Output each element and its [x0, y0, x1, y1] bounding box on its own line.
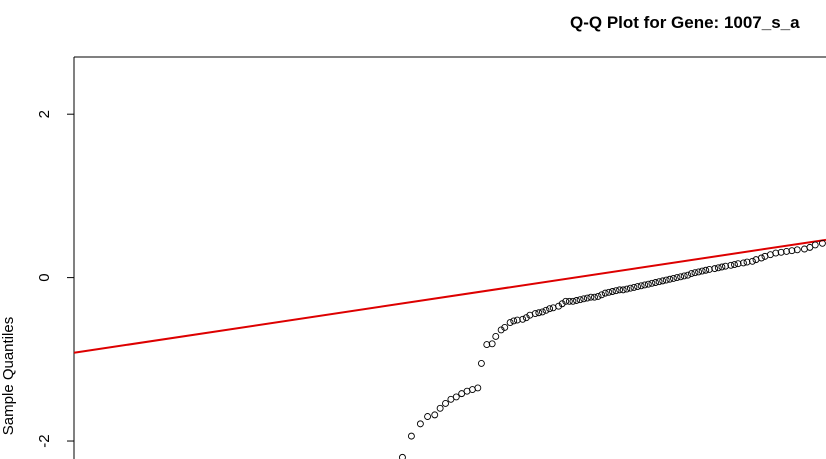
sample-point: [783, 248, 790, 255]
sample-point: [531, 310, 539, 318]
sample-point: [788, 247, 796, 255]
sample-point: [488, 340, 496, 348]
sample-point: [691, 269, 699, 277]
sample-point: [637, 282, 645, 290]
sample-point: [542, 306, 550, 314]
sample-point: [558, 300, 566, 308]
sample-point: [634, 283, 642, 291]
sample-point: [811, 241, 819, 249]
sample-point: [687, 270, 695, 277]
y-tick-label: -2: [36, 434, 53, 447]
sample-point: [616, 286, 624, 294]
sample-point: [652, 279, 659, 286]
sample-point: [580, 295, 588, 303]
sample-point: [641, 281, 649, 289]
sample-point: [748, 257, 756, 265]
sample-point: [793, 246, 801, 254]
sample-point: [680, 272, 688, 280]
sample-point: [722, 262, 729, 270]
plot-frame: [73, 56, 826, 459]
sample-point: [684, 271, 692, 279]
sample-point: [666, 275, 674, 283]
sample-point: [731, 261, 738, 268]
sample-point: [757, 254, 765, 262]
sample-point: [669, 274, 677, 282]
sample-point: [777, 248, 785, 256]
sample-point: [772, 249, 780, 257]
sample-point: [535, 309, 543, 317]
sample-point: [662, 276, 670, 284]
qq-reference-line: [73, 238, 826, 354]
sample-point: [619, 286, 627, 294]
sample-point: [608, 288, 616, 295]
sample-point: [623, 285, 631, 293]
sample-point: [743, 258, 751, 266]
sample-point: [562, 297, 570, 305]
sample-point: [695, 268, 703, 276]
sample-point: [594, 292, 602, 300]
sample-point: [506, 319, 514, 326]
sample-point: [711, 265, 719, 273]
sample-point: [705, 265, 713, 273]
sample-point: [630, 283, 638, 291]
sample-point: [587, 293, 595, 301]
chart-title: Q-Q Plot for Gene: 1007_s_a: [570, 13, 800, 32]
sample-point: [513, 316, 521, 324]
sample-point: [583, 294, 591, 302]
sample-point: [698, 267, 706, 275]
sample-point: [497, 326, 505, 334]
sample-point: [416, 420, 424, 428]
sample-point: [407, 432, 415, 440]
sample-point: [702, 266, 710, 274]
sample-point: [673, 274, 681, 282]
sample-point: [436, 404, 444, 412]
sample-point: [655, 278, 663, 286]
sample-point: [576, 296, 584, 304]
sample-point: [718, 263, 726, 271]
sample-point: [565, 297, 573, 305]
sample-point: [492, 332, 500, 340]
reference-line-group: [73, 238, 826, 354]
sample-point: [452, 393, 460, 401]
sample-point: [626, 284, 634, 292]
y-axis-label: Sample Quantiles: [0, 317, 17, 435]
sample-point: [501, 324, 509, 331]
sample-point: [519, 315, 527, 323]
sample-point: [659, 277, 667, 285]
sample-point: [477, 359, 485, 367]
sample-point: [510, 317, 518, 325]
sample-point: [538, 308, 546, 316]
sample-point: [573, 297, 580, 304]
sample-point: [431, 411, 439, 419]
sample-point: [591, 293, 598, 301]
sample-point: [644, 280, 652, 288]
sample-point: [601, 289, 609, 297]
sample-point: [398, 453, 406, 459]
sample-point: [605, 288, 613, 296]
sample-point: [522, 314, 530, 322]
y-axis: 2 0 -2: [36, 110, 74, 448]
sample-point: [569, 297, 577, 305]
sample-point: [474, 384, 482, 392]
sample-point: [734, 260, 742, 268]
sample-point: [818, 239, 826, 247]
sample-point: [442, 399, 449, 407]
sample-point: [727, 261, 735, 269]
sample-point: [677, 273, 685, 281]
sample-point: [648, 279, 656, 287]
sample-point: [483, 341, 491, 349]
y-tick-label: 0: [36, 273, 53, 281]
sample-point: [424, 413, 432, 420]
sample-point: [739, 259, 747, 267]
y-tick-label: 2: [36, 110, 53, 118]
sample-point: [612, 287, 620, 295]
sample-points: [398, 239, 826, 459]
sample-point: [546, 305, 554, 313]
sample-point: [598, 291, 606, 299]
sample-point: [714, 264, 722, 272]
sample-point: [555, 302, 563, 310]
